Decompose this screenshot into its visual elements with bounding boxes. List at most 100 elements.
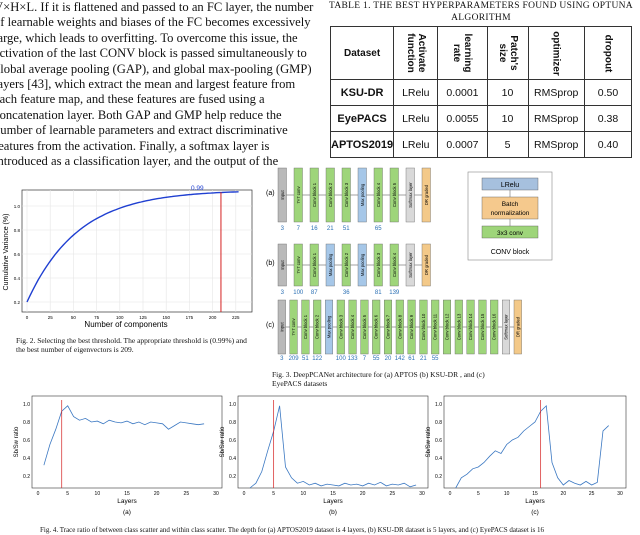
- fig3-channel-number: 142: [395, 356, 406, 362]
- fig3-legend-lrelu-label: LRelu: [501, 182, 519, 189]
- fig3-channel-number: 20: [385, 356, 392, 362]
- table-cell: 0.38: [583, 105, 633, 132]
- fig3-block: [289, 299, 298, 355]
- fig3-block-label: Max pooling: [328, 253, 333, 276]
- table-cell: LRelu: [393, 105, 439, 132]
- fig4-xtick-label: 5: [272, 491, 275, 497]
- fig3-block: [442, 299, 451, 355]
- fig4-xtick-label: 5: [477, 491, 480, 497]
- fig2-xtick-label: 0: [26, 315, 29, 320]
- fig4-xtick-label: 25: [390, 491, 396, 497]
- fig2-caption: Fig. 2. Selecting the best threshold. Th…: [16, 336, 266, 354]
- fig4-ytick-label: 0.6: [229, 438, 236, 444]
- fig2-ytick-label: 0.6: [14, 252, 21, 257]
- fig3-block-label: Conv block 3: [344, 182, 349, 207]
- fig4-ytick-label: 0.2: [23, 474, 30, 480]
- header-patch-size: Patch's size: [496, 35, 519, 71]
- fig3-block-label: Max pooling: [360, 253, 365, 276]
- table-cell: 10: [486, 79, 529, 106]
- fig3-architecture-diagram: (a) Input 3 7×7 conv 7 Conv block 1 16 Conv blo…: [266, 167, 553, 362]
- fig3-block-label: Conv block 2: [328, 182, 333, 207]
- fig4-ytick-label: 0.2: [229, 474, 236, 480]
- table-cell: RMSprop: [527, 79, 585, 106]
- fig3-block: [348, 299, 357, 355]
- fig4-xtick-label: 10: [95, 491, 101, 497]
- table-cell: RMSprop: [527, 105, 585, 132]
- fig3-block-label: Conv block 8: [397, 314, 402, 339]
- fig2-cumulative-variance-plot: Cumulative Variance (%) Number of compon…: [3, 185, 253, 329]
- fig2-xtick-label: 50: [71, 315, 77, 320]
- fig3-legend-frame: [467, 171, 553, 261]
- fig3-block-label: Conv block 5: [362, 314, 367, 339]
- fig3-block: [421, 167, 431, 223]
- fig4-xtick-label: 30: [617, 491, 623, 497]
- table-cell: APTOS2019: [329, 131, 395, 158]
- table-cell: 0.0007: [437, 131, 488, 158]
- fig4-ratio-line: [455, 404, 609, 489]
- fig3-block-label: Conv block 12: [445, 313, 450, 340]
- fig3-block-label: Max pooling: [327, 315, 332, 338]
- fig3-block: [325, 299, 334, 355]
- table-cell: KSU-DR: [329, 79, 395, 106]
- fig4-xtick-label: 25: [589, 491, 595, 497]
- fig3-legend-batchnorm-label: Batch: [502, 201, 519, 208]
- body-text-line: large, which leads to overfitting. To ov…: [0, 30, 298, 45]
- fig3-channel-number: 122: [312, 356, 323, 362]
- header-dropout: dropout: [602, 34, 614, 72]
- table-caption-line1: Table 1. The best hyperparameters found …: [329, 1, 633, 11]
- fig4-xtick-label: 30: [419, 491, 425, 497]
- table-header-cell: Dataset: [329, 26, 395, 80]
- fig2-xtick-label: 100: [116, 315, 124, 320]
- fig3-block: [383, 299, 392, 355]
- body-text-line: of learnable weights and biases of the F…: [0, 15, 311, 30]
- body-text-line: each feature map, and these features are…: [0, 92, 265, 107]
- fig3-block-label: DR graded: [515, 316, 520, 337]
- fig3-channel-number: 16: [311, 226, 318, 232]
- fig4-ytick-label: 1.0: [435, 402, 442, 408]
- fig3-block-label: Input: [280, 260, 285, 270]
- fig4-ytick-label: 0.6: [23, 438, 30, 444]
- fig3-block-label: 7×7 conv: [296, 186, 301, 204]
- fig3-block-label: Conv block 4: [392, 252, 397, 277]
- table-cell: LRelu: [393, 79, 439, 106]
- header-learning-rate: learning rate: [451, 33, 474, 73]
- fig3-channel-number: 51: [343, 226, 350, 232]
- fig3-channel-number: 7: [363, 356, 367, 362]
- body-text-line: concatenation layer. Both GAP and GMP he…: [0, 107, 282, 122]
- fig3-row-label: (b): [266, 260, 275, 267]
- fig4-xtick-label: 20: [154, 491, 160, 497]
- fig2-xtick-label: 75: [94, 315, 100, 320]
- fig2-xtick-label: 125: [139, 315, 147, 320]
- header-activate-function: Activate function: [404, 33, 427, 73]
- table-header-row: Dataset Activate function learning rate …: [329, 26, 633, 80]
- fig3-block-label: Conv block 1: [312, 182, 317, 207]
- fig3-block-label: Conv block 1: [312, 252, 317, 277]
- fig4-xtick-label: 20: [360, 491, 366, 497]
- body-text-line: introduced as a classification layer, an…: [0, 154, 279, 169]
- table-header-cell: dropout: [583, 26, 633, 80]
- fig3-channel-number: 55: [432, 356, 439, 362]
- fig4-xtick-label: 15: [330, 491, 336, 497]
- fig2-annotation: 0.99: [191, 185, 204, 192]
- fig4-axes-frame: [237, 395, 429, 489]
- fig4-sublabel: (b): [329, 509, 337, 516]
- fig3-block-label: Max pooling: [360, 183, 365, 206]
- fig3-block: [501, 299, 510, 355]
- fig3-block-label: Input: [280, 190, 285, 200]
- fig3-block-label: Conv block 4: [350, 314, 355, 339]
- table-cell: 0.0001: [437, 79, 488, 106]
- table-caption: Table 1. The best hyperparameters found …: [322, 0, 640, 24]
- fig3-channel-number: 51: [302, 356, 309, 362]
- table-cell: 0.40: [583, 131, 633, 158]
- table-row: KSU-DR LRelu 0.0001 10 RMSprop 0.50: [329, 79, 633, 106]
- fig3-channel-number: 87: [311, 290, 318, 296]
- fig4-xtick-label: 0: [449, 491, 452, 497]
- fig4-ratio-line: [43, 405, 205, 466]
- fig2-xtick-label: 25: [48, 315, 54, 320]
- fig3-row-label: (c): [266, 322, 274, 329]
- hyperparameter-table: Dataset Activate function learning rate …: [329, 26, 633, 158]
- fig3-channel-number: 61: [408, 356, 415, 362]
- fig3-channel-number: 3: [281, 290, 285, 296]
- fig2-xtick-label: 225: [232, 315, 240, 320]
- fig4-trace-ratio-plots: 0 5 10 15 20 25 30 0.2 0.4 0.6 0.8 1.0 Sb/Sw ratio La…: [14, 395, 627, 516]
